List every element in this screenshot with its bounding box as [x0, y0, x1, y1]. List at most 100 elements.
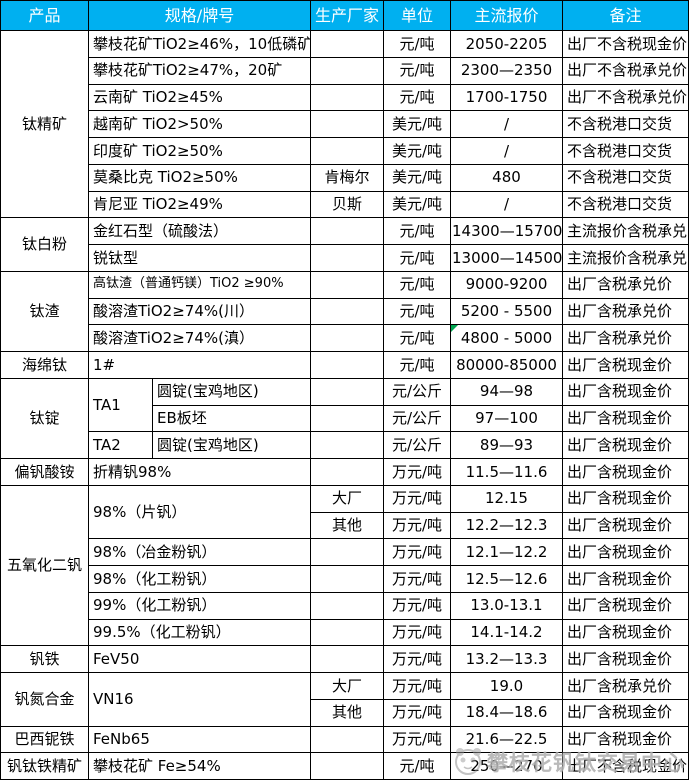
table-row: 五氧化二钒 98%（片钒） 大厂 万元/吨 12.15 出厂含税现金价	[0, 484, 689, 647]
unit-cell: 万元/吨	[383, 458, 451, 486]
spec-cell: FeV50	[88, 645, 311, 673]
table-row: 酸溶渣TiO2≥74%(滇） 元/吨 4800 - 5000 出厂含税承兑价	[1, 324, 689, 352]
note-header: 备注	[562, 0, 689, 31]
unit-cell: 元/吨	[383, 297, 451, 326]
producer-cell	[310, 110, 384, 138]
unit-cell: 万元/吨	[383, 538, 451, 566]
table-row: 偏钒酸铵 折精钒98% 万元/吨 11.5—11.6 出厂含税现金价	[0, 458, 689, 486]
spec-cell: 98%（化工粉钒）	[88, 565, 311, 593]
price-cell: 13000—14500	[450, 244, 563, 272]
price-cell: 11.5—11.6	[450, 458, 563, 486]
unit-cell: 元/吨	[383, 270, 451, 299]
price-cell: 12.1—12.2	[450, 538, 563, 566]
grade-cell: TA1	[88, 377, 153, 433]
unit-cell: 元/吨	[383, 30, 451, 58]
product-cell: 五氧化二钒	[0, 484, 89, 647]
note-cell: 不含税港口交货	[562, 163, 689, 192]
producer-header: 生产厂家	[310, 0, 384, 31]
price-cell: 89—93	[450, 431, 563, 459]
unit-header: 单位	[383, 0, 451, 31]
note-cell: 出厂不含税承兑价	[562, 56, 689, 85]
table-row: 攀枝花矿TiO2≥47%，20矿 元/吨 2300—2350 出厂不含税承兑价	[1, 56, 689, 85]
note-cell: 出厂含税现金价	[562, 404, 689, 433]
producer-cell	[310, 645, 384, 673]
price-cell: 12.5—12.6	[450, 565, 563, 593]
product-cell: 钛锭	[0, 377, 89, 460]
producer-cell: 其他	[310, 511, 384, 540]
price-cell: 4800 - 5000	[450, 324, 563, 352]
note-cell: 出厂含税现金价	[562, 538, 689, 566]
producer-cell: 肯梅尔	[310, 163, 384, 192]
unit-cell: 万元/吨	[383, 484, 451, 513]
unit-cell: 元/公斤	[383, 377, 451, 406]
table-row: 莫桑比克 TiO2≥50% 肯梅尔 美元/吨 480 不含税港口交货	[1, 163, 689, 192]
unit-cell: 万元/吨	[383, 565, 451, 593]
note-cell: 出厂含税现金价	[562, 511, 689, 540]
table-row: 钛锭 TA1 圆锭(宝鸡地区) 元/公斤 94—98 出厂含税现金价	[0, 377, 689, 460]
table-row: 钛精矿 攀枝花矿TiO2≥46%，10低磷矿 元/吨 2050-2205 出厂不含税现金…	[0, 29, 689, 219]
unit-cell: 万元/吨	[383, 672, 451, 700]
price-cell: 13.2—13.3	[450, 645, 563, 673]
spec-cell: 云南矿 TiO2≥45%	[88, 83, 311, 112]
spec-header: 规格/牌号	[88, 0, 311, 31]
note-cell: 出厂含税现金价	[562, 484, 689, 513]
product-cell: 钒氮合金	[0, 672, 89, 727]
unit-cell: 美元/吨	[383, 190, 451, 219]
spec-cell: 折精钒98%	[88, 458, 311, 486]
spec-cell: 金红石型（硫酸法）	[88, 217, 311, 245]
producer-cell	[310, 618, 384, 647]
note-cell: 出厂含税现金价	[562, 565, 689, 593]
product-cell: 偏钒酸铵	[0, 458, 89, 486]
producer-cell	[310, 270, 384, 299]
spec-cell: EB板坯	[152, 404, 311, 433]
table-row: 海绵钛 1# 元/吨 80000-85000 出厂含税现金价	[0, 351, 689, 379]
table-row: 肯尼亚 TiO2≥49% 贝斯 美元/吨 / 不含税港口交货	[1, 190, 689, 219]
note-cell: 出厂含税现金价	[562, 431, 689, 459]
producer-cell	[310, 324, 384, 352]
table-row: 越南矿 TiO2>50% 美元/吨 / 不含税港口交货	[1, 110, 689, 138]
unit-cell: 元/公斤	[383, 404, 451, 433]
price-cell: 80000-85000	[450, 351, 563, 379]
product-cell: 钛精矿	[0, 29, 89, 219]
producer-cell	[310, 56, 384, 85]
note-cell: 出厂不含税现金价	[562, 30, 689, 58]
spec-cell: 莫桑比克 TiO2≥50%	[88, 163, 311, 192]
unit-cell: 元/吨	[383, 351, 451, 379]
producer-cell	[310, 404, 384, 433]
price-cell: 97—100	[450, 404, 563, 433]
producer-cell	[310, 565, 384, 593]
product-cell: 钛白粉	[0, 217, 89, 272]
producer-cell: 大厂	[310, 672, 384, 700]
unit-cell: 万元/吨	[383, 511, 451, 540]
price-cell: 9000-9200	[450, 270, 563, 299]
unit-cell: 元/吨	[383, 83, 451, 112]
producer-cell	[310, 351, 384, 379]
note-cell: 主流报价含税承兑	[562, 244, 689, 272]
product-header: 产品	[0, 0, 89, 31]
table-row: 钒铁 FeV50 万元/吨 13.2—13.3 出厂含税现金价	[0, 645, 689, 673]
price-cell: 12.2—12.3	[450, 511, 563, 540]
spec-cell: 高钛渣（普通钙镁）TiO2 ≥90%	[88, 270, 311, 299]
table-row: 99%（化工粉钒） 万元/吨 13.0-13.1 出厂含税现金价	[1, 591, 689, 620]
note-cell: 出厂含税现金价	[562, 458, 689, 486]
table-row: 巴西铌铁 FeNb65 万元/吨 21.6—22.5 出厂含税现金价	[0, 725, 689, 754]
unit-cell: 元/吨	[383, 56, 451, 85]
spec-cell: 98%（片钒）	[88, 484, 311, 540]
price-cell: 480	[450, 163, 563, 192]
price-cell: 14300—15700	[450, 217, 563, 245]
note-cell: 出厂含税现金价	[562, 645, 689, 673]
unit-cell: 万元/吨	[383, 645, 451, 673]
note-cell: 出厂含税现金价	[562, 351, 689, 379]
producer-cell	[310, 30, 384, 58]
price-cell: 14.1-14.2	[450, 618, 563, 647]
spec-cell: 酸溶渣TiO2≥74%(滇）	[88, 324, 311, 352]
unit-cell: 万元/吨	[383, 698, 451, 727]
note-cell: 出厂含税承兑价	[562, 324, 689, 352]
price-cell: 18.4—18.6	[450, 698, 563, 727]
note-cell: 出厂不含税现金价	[562, 752, 689, 780]
product-cell: 海绵钛	[0, 351, 89, 379]
note-cell: 出厂含税承兑价	[562, 297, 689, 326]
price-cell: 12.15	[450, 484, 563, 513]
